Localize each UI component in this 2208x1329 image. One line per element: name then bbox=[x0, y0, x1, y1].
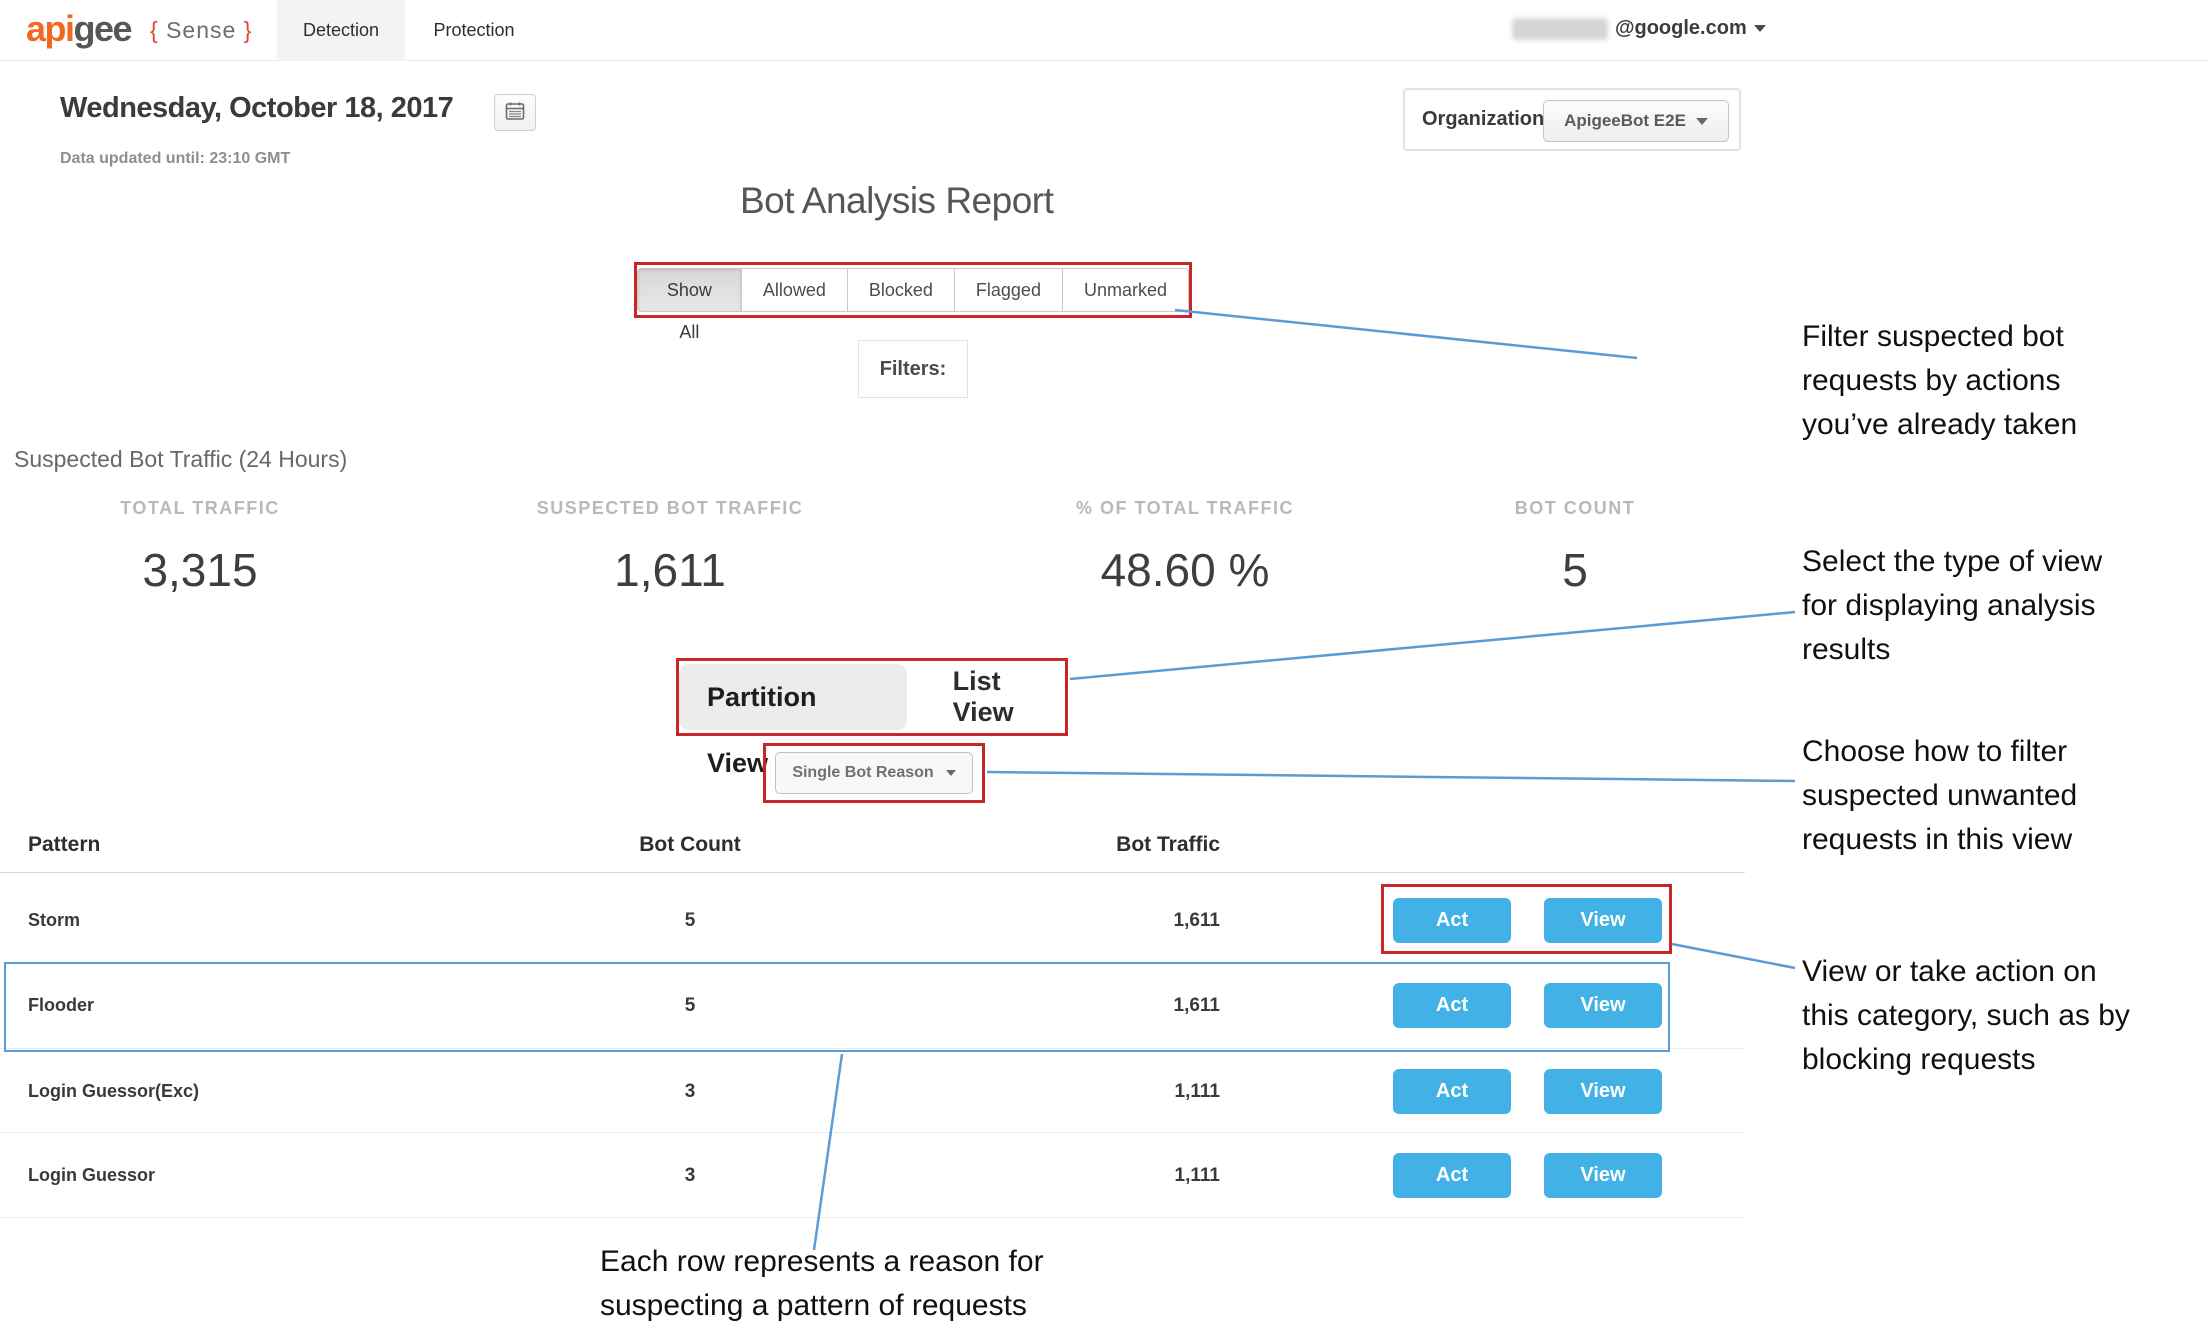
tab-detection[interactable]: Detection bbox=[277, 0, 405, 61]
stat-value: 3,315 bbox=[142, 544, 258, 596]
stat-label: BOT COUNT bbox=[1514, 498, 1636, 518]
bot-traffic-cell: 1,111 bbox=[1174, 1165, 1220, 1186]
organization-value: ApigeeBot E2E bbox=[1564, 111, 1686, 130]
view-button[interactable]: View bbox=[1544, 898, 1662, 943]
view-button[interactable]: View bbox=[1544, 1069, 1662, 1114]
stat-label: TOTAL TRAFFIC bbox=[120, 498, 280, 518]
caret-down-icon bbox=[1753, 25, 1766, 32]
filter-unmarked-button[interactable]: Unmarked bbox=[1062, 268, 1189, 312]
table-row-login-guessor-exc: Login Guessor(Exc) 3 1,111 Act View bbox=[0, 1049, 1745, 1134]
organization-label: Organization bbox=[1422, 108, 1545, 130]
bot-count-cell: 5 bbox=[684, 995, 696, 1016]
column-header-bot-traffic: Bot Traffic bbox=[1116, 833, 1220, 856]
row-divider bbox=[0, 1132, 1745, 1133]
act-button[interactable]: Act bbox=[1393, 1153, 1511, 1198]
pattern-cell: Storm bbox=[28, 910, 81, 930]
table-row-flooder: Flooder 5 1,611 Act View bbox=[0, 963, 1745, 1048]
sense-close-brace: } bbox=[243, 17, 253, 43]
apigee-logo-api: api bbox=[26, 8, 75, 49]
user-email-redacted bbox=[1512, 17, 1608, 40]
calendar-icon bbox=[505, 101, 525, 124]
view-button[interactable]: View bbox=[1544, 1153, 1662, 1198]
act-button[interactable]: Act bbox=[1393, 983, 1511, 1028]
tab-protection[interactable]: Protection bbox=[433, 20, 515, 40]
bot-traffic-cell: 1,111 bbox=[1174, 1081, 1220, 1102]
pattern-cell: Flooder bbox=[28, 995, 94, 1015]
filter-flagged-button[interactable]: Flagged bbox=[954, 268, 1063, 312]
top-nav-bar: apigee { Sense } Detection Protection @g… bbox=[0, 0, 2208, 61]
section-title-suspected-bot-traffic: Suspected Bot Traffic (24 Hours) bbox=[14, 446, 348, 472]
filters-label-box: Filters: bbox=[858, 340, 968, 398]
list-view-tab[interactable]: List View bbox=[952, 666, 1014, 727]
sense-text: Sense bbox=[158, 17, 244, 43]
sense-product-label: { Sense } bbox=[150, 17, 252, 44]
stat-total-traffic: TOTAL TRAFFIC 3,315 bbox=[50, 498, 350, 597]
column-header-bot-count: Bot Count bbox=[639, 833, 741, 856]
organization-panel: Organization ApigeeBot E2E bbox=[1403, 88, 1741, 151]
stat-value: 5 bbox=[1562, 544, 1588, 596]
bot-traffic-cell: 1,611 bbox=[1173, 910, 1221, 931]
filter-blocked-button[interactable]: Blocked bbox=[847, 268, 955, 312]
organization-dropdown[interactable]: ApigeeBot E2E bbox=[1543, 100, 1729, 142]
annotation-filter-actions: Filter suspected bot requests by actions… bbox=[1802, 320, 2078, 441]
view-button[interactable]: View bbox=[1544, 983, 1662, 1028]
annotation-box-act-view bbox=[1381, 884, 1672, 954]
annotation-box-filter-tabs: Show All Allowed Blocked Flagged Unmarke… bbox=[634, 262, 1192, 342]
calendar-button[interactable] bbox=[494, 94, 536, 131]
filter-allowed-button[interactable]: Allowed bbox=[741, 268, 848, 312]
bot-count-cell: 5 bbox=[684, 910, 696, 931]
partition-view-tab[interactable]: Partition View bbox=[679, 664, 907, 778]
stat-suspected-bot-traffic: SUSPECTED BOT TRAFFIC 1,611 bbox=[480, 498, 860, 597]
column-header-pattern: Pattern bbox=[28, 833, 101, 856]
annotation-box-bot-reason: Single Bot Reason bbox=[763, 743, 985, 803]
bot-count-cell: 3 bbox=[684, 1081, 696, 1102]
annotation-box-view-toggle: Partition View List View bbox=[676, 658, 1068, 778]
annotation-filter-view: Choose how to filter suspected unwanted … bbox=[1802, 735, 2078, 856]
act-button[interactable]: Act bbox=[1393, 1069, 1511, 1114]
pattern-cell: Login Guessor bbox=[28, 1165, 156, 1185]
data-updated-label: Data updated until: 23:10 GMT bbox=[60, 150, 291, 167]
bot-reason-dropdown[interactable]: Single Bot Reason bbox=[775, 752, 973, 794]
act-button[interactable]: Act bbox=[1393, 898, 1511, 943]
sense-open-brace: { bbox=[150, 17, 159, 43]
stat-value: 48.60 % bbox=[1100, 544, 1270, 596]
stat-label: SUSPECTED BOT TRAFFIC bbox=[536, 498, 804, 518]
caret-down-icon bbox=[1695, 117, 1708, 125]
filter-show-all-button[interactable]: Show All bbox=[637, 268, 742, 342]
table-header-divider bbox=[0, 872, 1745, 873]
filter-button-group: Show All Allowed Blocked Flagged Unmarke… bbox=[637, 268, 1189, 342]
stat-bot-count: BOT COUNT 5 bbox=[1450, 498, 1700, 597]
caret-down-icon bbox=[945, 770, 956, 776]
report-date: Wednesday, October 18, 2017 bbox=[60, 92, 454, 124]
user-account-menu[interactable]: @google.com bbox=[1512, 17, 1766, 40]
bot-reason-value: Single Bot Reason bbox=[792, 764, 934, 781]
row-divider bbox=[0, 1217, 1745, 1218]
table-row-storm: Storm 5 1,611 Act View bbox=[0, 878, 1745, 963]
apigee-logo-gee: gee bbox=[73, 8, 133, 49]
page-title: Bot Analysis Report bbox=[740, 180, 1054, 221]
stat-value: 1,611 bbox=[614, 544, 726, 596]
stat-label: % OF TOTAL TRAFFIC bbox=[1076, 498, 1294, 518]
apigee-logo: apigee bbox=[26, 8, 133, 50]
pattern-cell: Login Guessor(Exc) bbox=[28, 1081, 200, 1101]
user-email-domain: @google.com bbox=[1615, 17, 1747, 39]
stat-percent-total-traffic: % OF TOTAL TRAFFIC 48.60 % bbox=[1010, 498, 1360, 597]
bot-count-cell: 3 bbox=[684, 1165, 696, 1186]
row-divider bbox=[0, 1048, 1745, 1049]
annotation-box-flooder-row bbox=[4, 962, 1670, 1052]
table-row-login-guessor: Login Guessor 3 1,111 Act View bbox=[0, 1133, 1745, 1218]
annotation-act-view: View or take action on this category, su… bbox=[1802, 955, 2130, 1076]
bot-traffic-cell: 1,611 bbox=[1173, 995, 1221, 1016]
annotation-row-reason: Each row represents a reason for suspect… bbox=[600, 1245, 1044, 1322]
annotation-view-type: Select the type of view for displaying a… bbox=[1802, 545, 2103, 666]
